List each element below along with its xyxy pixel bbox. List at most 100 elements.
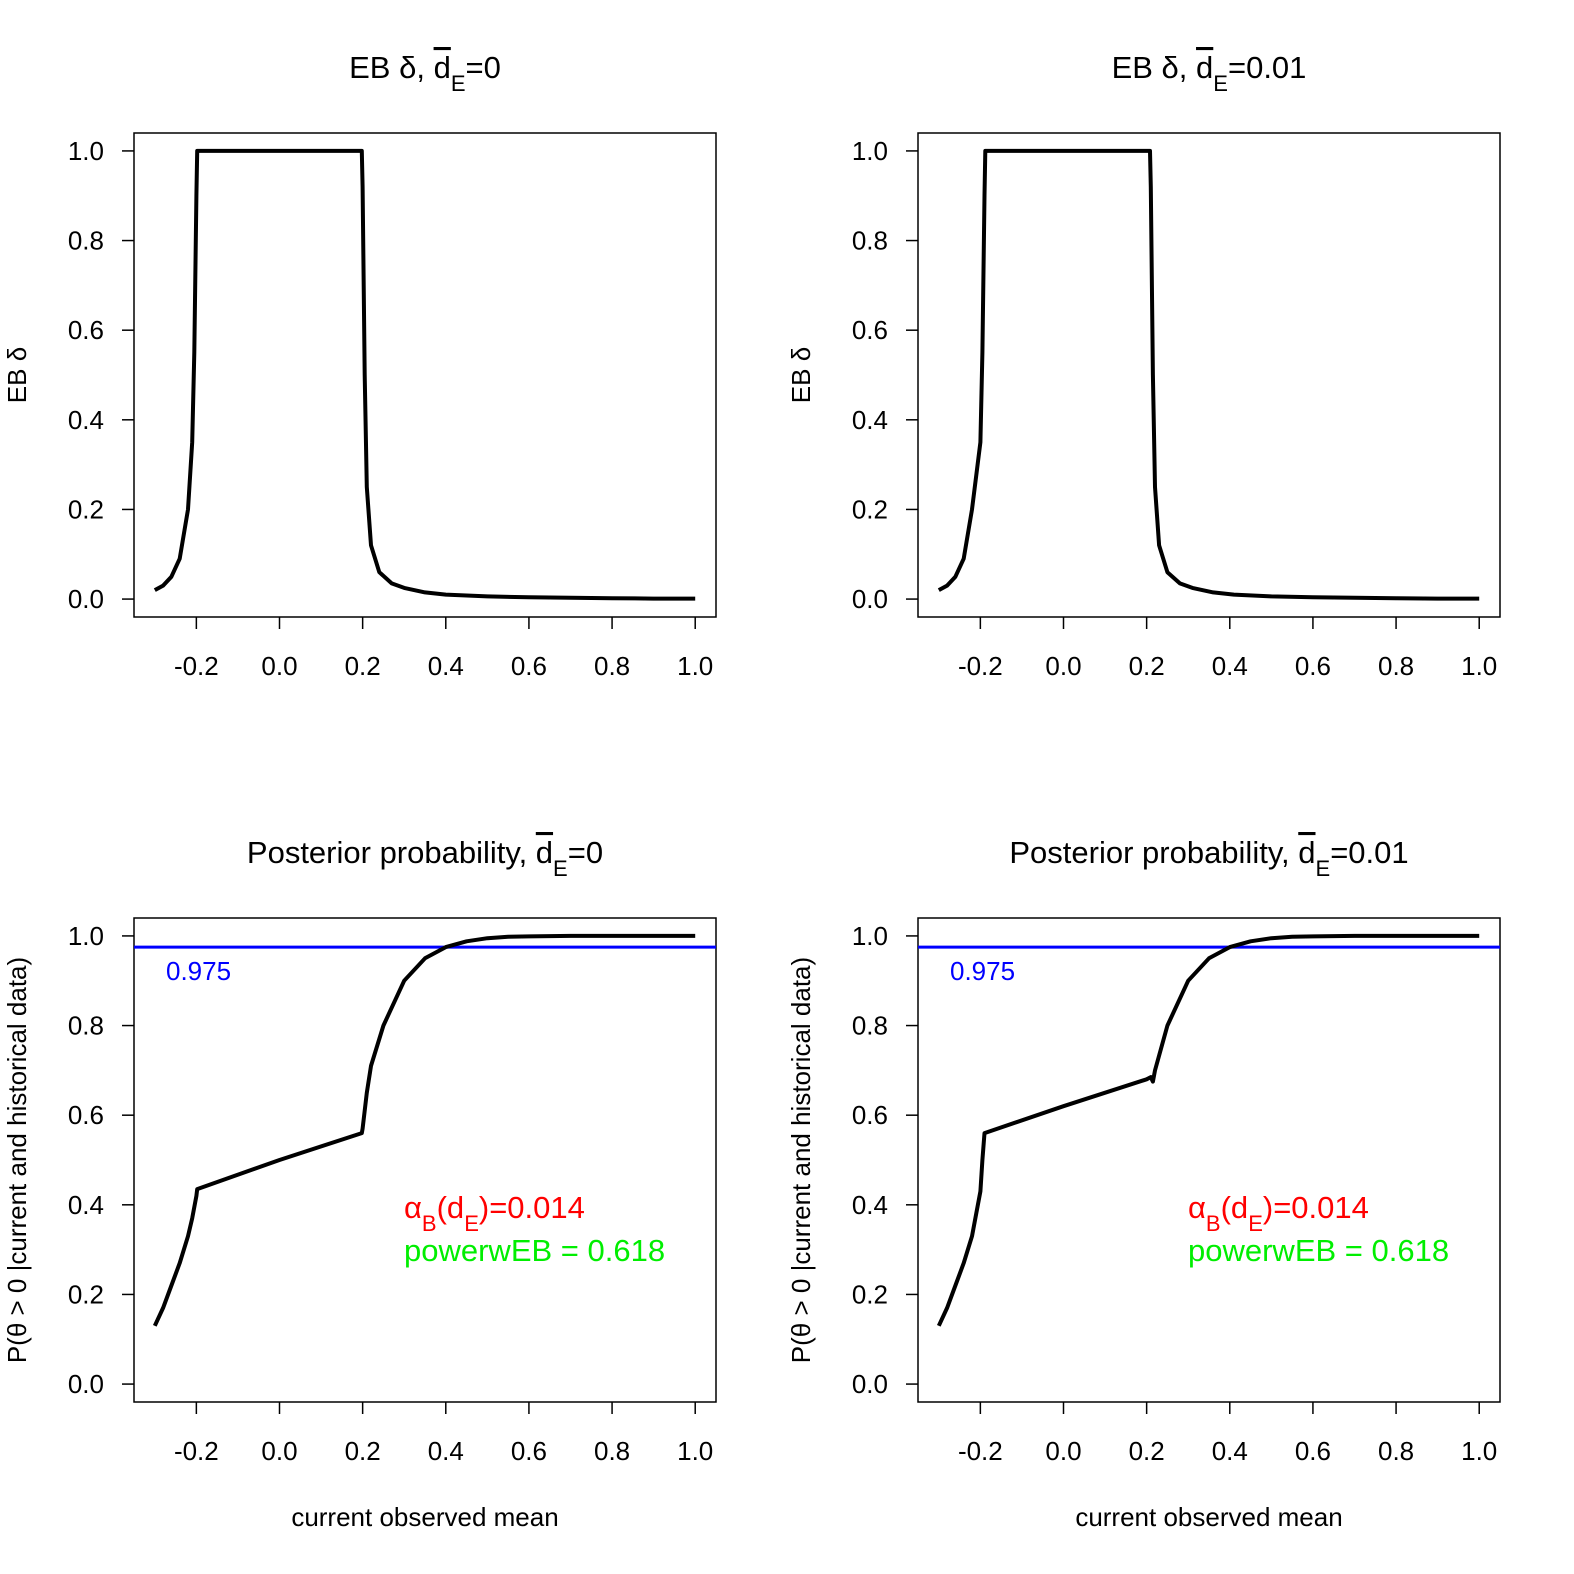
alpha-subscript-e: E xyxy=(464,1211,479,1236)
x-tick-label: 1.0 xyxy=(1461,651,1497,681)
title-subscript: E xyxy=(451,71,466,96)
y-tick-label: 0.2 xyxy=(68,1279,104,1309)
plot-frame xyxy=(133,917,717,1403)
x-tick-label: 0.8 xyxy=(1378,651,1414,681)
alpha-mid: (d xyxy=(437,1190,465,1225)
title-main: EB δ, xyxy=(349,50,433,85)
y-tick-label: 0.4 xyxy=(68,1190,104,1220)
plot-frame xyxy=(133,132,717,618)
panel-3: Posterior probability, d E =0 -0.2 0.0 0.2 0.4… xyxy=(2,835,717,1532)
y-tick-label: 0.6 xyxy=(852,315,888,345)
y-tick-label: 1.0 xyxy=(852,136,888,166)
title-d-bar: d xyxy=(536,835,553,870)
reference-line-label: 0.975 xyxy=(166,956,231,986)
x-tick-label: 0.6 xyxy=(1295,1436,1331,1466)
y-tick-label: 0.6 xyxy=(68,1100,104,1130)
x-tick-label: 0.6 xyxy=(511,651,547,681)
y-tick-label: 0.2 xyxy=(852,1279,888,1309)
title-main: Posterior probability, xyxy=(247,835,536,870)
title-subscript: E xyxy=(1213,71,1228,96)
x-axis-label: current observed mean xyxy=(291,1502,558,1532)
y-tick-label: 0.0 xyxy=(68,584,104,614)
power-annotation: powerwEB = 0.618 xyxy=(404,1233,665,1268)
title-suffix: =0.01 xyxy=(1228,50,1306,85)
x-tick-label: -0.2 xyxy=(958,1436,1003,1466)
y-tick-label: 0.0 xyxy=(852,1369,888,1399)
x-tick-label: 0.2 xyxy=(1129,651,1165,681)
y-tick-label: 0.4 xyxy=(852,405,888,435)
panel-2: EB δ, dE=0.01 -0.2 0.0 0.2 0.4 0.6 0.8 1.0 0.0 0.… xyxy=(786,50,1501,681)
x-tick-label: -0.2 xyxy=(174,651,219,681)
series-line xyxy=(153,148,696,601)
x-tick-label: 0.8 xyxy=(1378,1436,1414,1466)
y-tick-label: 0.6 xyxy=(68,315,104,345)
reference-line-label: 0.975 xyxy=(950,956,1015,986)
y-tick-label: 0.8 xyxy=(68,226,104,256)
y-tick-label: 0.0 xyxy=(68,1369,104,1399)
x-axis-label: current observed mean xyxy=(1075,1502,1342,1532)
x-tick-label: 0.0 xyxy=(1045,1436,1081,1466)
plot-frame xyxy=(917,132,1501,618)
alpha-symbol: α xyxy=(1188,1190,1206,1225)
alpha-value: )=0.014 xyxy=(1263,1190,1369,1225)
x-tick-label: 0.6 xyxy=(511,1436,547,1466)
y-tick-label: 1.0 xyxy=(68,136,104,166)
x-tick-label: 0.0 xyxy=(261,651,297,681)
x-tick-label: 1.0 xyxy=(677,1436,713,1466)
y-tick-label: 0.8 xyxy=(852,1011,888,1041)
title-d-bar: d xyxy=(434,50,451,85)
title-main: Posterior probability, xyxy=(1009,835,1298,870)
x-tick-label: -0.2 xyxy=(174,1436,219,1466)
title-d-bar: d xyxy=(1298,835,1315,870)
x-tick-label: 0.4 xyxy=(428,651,464,681)
x-tick-label: 0.0 xyxy=(1045,651,1081,681)
y-tick-label: 0.6 xyxy=(852,1100,888,1130)
alpha-subscript: B xyxy=(422,1211,437,1236)
x-tick-label: 0.2 xyxy=(345,1436,381,1466)
x-tick-label: 0.6 xyxy=(1295,651,1331,681)
plot-frame xyxy=(917,917,1501,1403)
x-tick-label: 0.8 xyxy=(594,651,630,681)
alpha-annotation: αB(dE)=0.014 xyxy=(1188,1190,1369,1236)
y-tick-label: 0.2 xyxy=(68,494,104,524)
x-tick-label: 0.2 xyxy=(345,651,381,681)
chart-title: EB δ, dE=0 xyxy=(349,50,501,96)
title-suffix: =0 xyxy=(568,835,603,870)
series-line xyxy=(937,148,1480,601)
y-axis-label: P(θ > 0 |current and historical data) xyxy=(2,957,32,1363)
x-tick-label: 0.0 xyxy=(261,1436,297,1466)
chart-title: Posterior probability, dE=0.01 xyxy=(1009,835,1408,881)
series-line xyxy=(152,933,696,1327)
panel-4: Posterior probability, dE=0.01-0.2 0.0 0.2… xyxy=(786,835,1501,1532)
x-tick-label: 1.0 xyxy=(1461,1436,1497,1466)
power-annotation: powerwEB = 0.618 xyxy=(1188,1233,1449,1268)
y-tick-label: 0.4 xyxy=(852,1190,888,1220)
alpha-subscript: B xyxy=(1206,1211,1221,1236)
y-tick-label: 0.8 xyxy=(852,226,888,256)
y-tick-label: 0.2 xyxy=(852,494,888,524)
panel-1: EB δ, dE=0 -0.2 0.0 0.2 0.4 0.6 0.8 1.0 0.0 0.2 0.… xyxy=(2,50,717,681)
x-tick-label: 1.0 xyxy=(677,651,713,681)
alpha-annotation: αB(dE)=0.014 xyxy=(404,1190,585,1236)
title-d-bar: d xyxy=(1196,50,1213,85)
y-tick-label: 0.8 xyxy=(68,1011,104,1041)
alpha-mid: (d xyxy=(1221,1190,1249,1225)
title-suffix: =0 xyxy=(466,50,501,85)
alpha-symbol: α xyxy=(404,1190,422,1225)
y-axis-label: EB δ xyxy=(2,347,32,403)
alpha-subscript-e: E xyxy=(1248,1211,1263,1236)
title-subscript: E xyxy=(1316,856,1331,881)
x-tick-label: -0.2 xyxy=(958,651,1003,681)
y-axis-label: P(θ > 0 |current and historical data) xyxy=(786,957,816,1363)
series-line xyxy=(936,933,1480,1327)
y-tick-label: 0.4 xyxy=(68,405,104,435)
y-axis-label: EB δ xyxy=(786,347,816,403)
x-tick-label: 0.2 xyxy=(1129,1436,1165,1466)
chart-title: EB δ, dE=0.01 xyxy=(1112,50,1307,96)
title-suffix: =0.01 xyxy=(1330,835,1408,870)
y-tick-label: 0.0 xyxy=(852,584,888,614)
x-tick-label: 0.4 xyxy=(428,1436,464,1466)
y-tick-label: 1.0 xyxy=(68,921,104,951)
x-tick-label: 0.8 xyxy=(594,1436,630,1466)
title-main: EB δ, xyxy=(1112,50,1196,85)
